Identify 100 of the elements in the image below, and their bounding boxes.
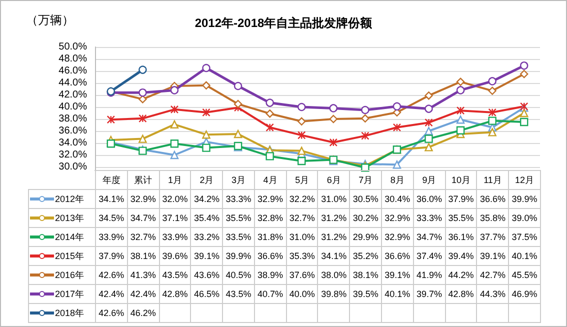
x-tick-label: 11月 — [476, 170, 509, 190]
y-tick-label: 38.0% — [58, 114, 88, 124]
data-label: 34.1% — [96, 190, 128, 208]
y-tick-label: 50.0% — [58, 42, 88, 52]
data-label: 30.2% — [350, 208, 382, 228]
data-label: 32.9% — [254, 190, 286, 208]
data-label: 41.9% — [413, 266, 446, 284]
data-label: 40.1% — [382, 284, 414, 304]
y-tick-label: 30.0% — [58, 162, 88, 172]
y-tick-label: 32.0% — [58, 150, 88, 160]
y-tick-label: 48.0% — [58, 54, 88, 64]
data-label: 38.1% — [127, 246, 160, 266]
data-label: 33.9% — [96, 228, 128, 246]
data-label: 42.8% — [445, 284, 477, 304]
data-label: 37.6% — [286, 266, 318, 284]
data-label: 32.7% — [286, 208, 318, 228]
data-label: 30.4% — [382, 190, 414, 208]
y-tick-label: 40.0% — [58, 102, 88, 112]
data-label: 35.5% — [222, 208, 254, 228]
data-label: 33.5% — [222, 228, 254, 246]
x-tick-label: 5月 — [286, 170, 318, 190]
data-label: 35.2% — [350, 246, 382, 266]
data-label: 37.4% — [413, 246, 446, 266]
legend-label: 2014年 — [55, 232, 84, 242]
data-label: 42.4% — [127, 284, 160, 304]
data-label: 46.2% — [127, 304, 160, 322]
data-label: 40.7% — [254, 284, 286, 304]
x-tick-label: 9月 — [413, 170, 446, 190]
data-label: 42.7% — [476, 266, 509, 284]
data-label: 42.8% — [159, 284, 191, 304]
data-label: 34.2% — [190, 190, 223, 208]
data-label: 31.0% — [318, 190, 350, 208]
data-label: 32.2% — [286, 190, 318, 208]
data-label: 32.7% — [127, 228, 160, 246]
data-label: 44.2% — [445, 266, 477, 284]
data-label: 40.1% — [508, 246, 540, 266]
data-label: 45.5% — [508, 266, 540, 284]
data-label: 39.4% — [445, 246, 477, 266]
data-label: 31.2% — [318, 208, 350, 228]
x-tick-label: 年度 — [96, 170, 128, 190]
data-label: 37.1% — [159, 208, 191, 228]
data-label: 39.9% — [222, 246, 254, 266]
data-label: 33.3% — [413, 208, 446, 228]
chart-title: 2012年-2018年自主品批发牌份额 — [194, 16, 374, 30]
data-label: 32.9% — [382, 228, 414, 246]
data-label: 46.5% — [190, 284, 223, 304]
data-label: 39.6% — [159, 246, 191, 266]
data-label: 39.9% — [508, 190, 540, 208]
y-tick-label: 34.0% — [58, 138, 88, 148]
x-tick-label: 6月 — [318, 170, 350, 190]
legend-label: 2012年 — [55, 194, 84, 204]
x-tick-label: 3月 — [222, 170, 254, 190]
y-axis-title: （万辆） — [26, 12, 74, 29]
data-label: 43.6% — [190, 266, 223, 284]
data-label: 33.3% — [222, 190, 254, 208]
data-label: 35.5% — [445, 208, 477, 228]
data-label: 39.1% — [476, 246, 509, 266]
x-tick-label: 累计 — [127, 170, 160, 190]
data-label: 43.5% — [159, 266, 191, 284]
data-label: 33.9% — [159, 228, 191, 246]
data-label: 39.7% — [413, 284, 446, 304]
data-label: 36.1% — [445, 228, 477, 246]
data-label: 36.0% — [413, 190, 446, 208]
x-tick-label: 7月 — [350, 170, 382, 190]
data-label: 42.6% — [96, 304, 128, 322]
legend-label: 2015年 — [55, 250, 84, 260]
data-label: 34.5% — [96, 208, 128, 228]
x-tick-label: 12月 — [508, 170, 540, 190]
y-tick-label: 42.0% — [58, 90, 88, 100]
y-tick-label: 46.0% — [58, 66, 88, 76]
data-label: 40.5% — [222, 266, 254, 284]
data-label: 31.0% — [286, 228, 318, 246]
legend-label: 2016年 — [55, 270, 84, 280]
legend-label: 2018年 — [55, 308, 84, 318]
data-label: 35.8% — [476, 208, 509, 228]
x-tick-label: 8月 — [382, 170, 414, 190]
data-label: 36.6% — [382, 246, 414, 266]
x-tick-label: 1月 — [159, 170, 191, 190]
data-label: 31.2% — [318, 228, 350, 246]
data-label: 39.8% — [318, 284, 350, 304]
y-tick-label: 44.0% — [58, 78, 88, 88]
data-label: 42.4% — [96, 284, 128, 304]
data-label: 37.9% — [445, 190, 477, 208]
data-label: 43.5% — [222, 284, 254, 304]
data-label: 38.1% — [350, 266, 382, 284]
data-label: 32.9% — [382, 208, 414, 228]
data-label: 34.1% — [318, 246, 350, 266]
data-label: 41.3% — [127, 266, 160, 284]
data-label: 40.0% — [286, 284, 318, 304]
data-label: 33.2% — [190, 228, 223, 246]
data-label: 46.9% — [508, 284, 540, 304]
data-label: 32.9% — [127, 190, 160, 208]
legend-label: 2013年 — [55, 212, 84, 222]
data-label: 42.6% — [96, 266, 128, 284]
x-tick-label: 2月 — [190, 170, 223, 190]
y-tick-label: 36.0% — [58, 126, 88, 136]
data-label: 39.0% — [508, 208, 540, 228]
data-label: 34.7% — [127, 208, 160, 228]
legend-label: 2017年 — [55, 288, 84, 298]
data-label: 38.9% — [254, 266, 286, 284]
